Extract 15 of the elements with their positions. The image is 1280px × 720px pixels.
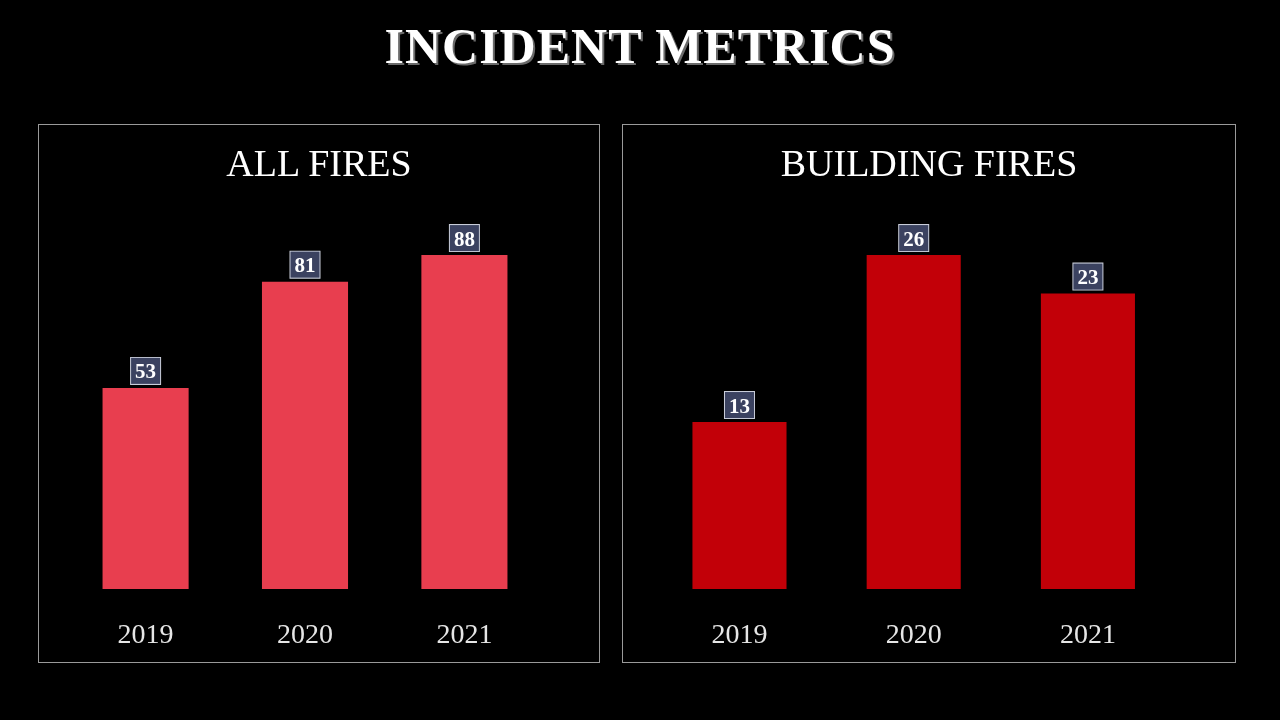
chart-title: ALL FIRES [226,142,412,184]
x-tick-label: 2020 [885,617,942,649]
x-tick-label: 2019 [711,617,768,649]
x-tick-label: 2019 [117,617,174,649]
x-tick-label: 2021 [436,617,493,649]
chart-title: BUILDING FIRES [780,142,1078,184]
text: INCIDENT METRICS [383,17,897,76]
data-label: 53 [135,359,157,384]
data-label: 13 [728,393,750,418]
data-label: 88 [453,226,475,251]
data-label: 81 [294,253,316,278]
x-tick-label: 2020 [277,617,333,649]
data-label: 23 [1077,265,1099,290]
data-label: 26 [903,226,925,251]
x-tick-label: 2021 [1059,617,1116,649]
